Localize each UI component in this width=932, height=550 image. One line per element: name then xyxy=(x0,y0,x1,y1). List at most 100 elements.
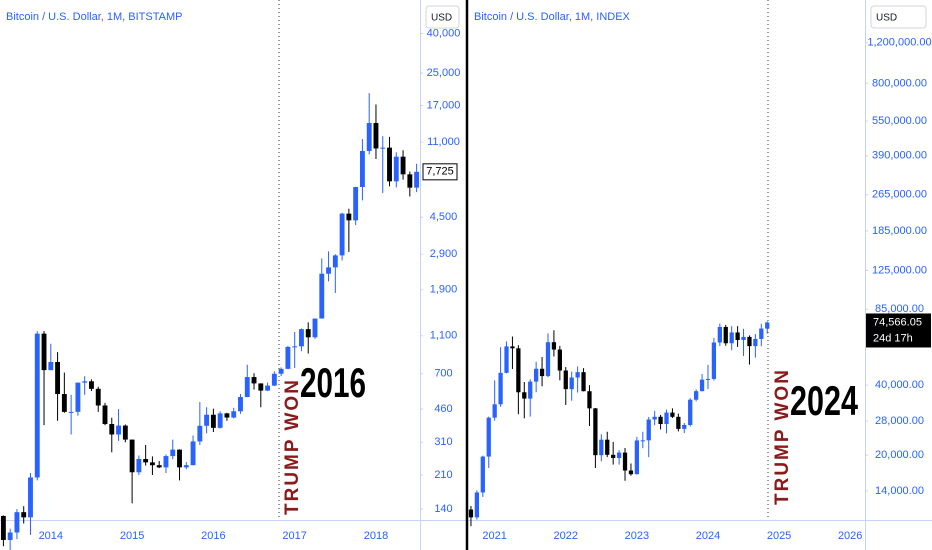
candle-body xyxy=(156,465,162,468)
candle-body xyxy=(163,456,169,468)
candle-body xyxy=(658,416,663,425)
candle-body xyxy=(504,346,509,373)
x-tick-label: 2025 xyxy=(767,530,791,542)
candle-body xyxy=(516,348,521,393)
candle-body xyxy=(129,439,135,473)
y-tick-label: 460 xyxy=(434,403,452,415)
candle-body xyxy=(373,123,379,149)
candle-body xyxy=(326,267,331,274)
candle-body xyxy=(75,382,81,412)
candle-body xyxy=(68,411,74,413)
x-tick-label: 2015 xyxy=(120,530,144,542)
candle-body xyxy=(628,470,634,475)
candle-body xyxy=(244,377,250,397)
y-tick-label: 1,900 xyxy=(430,284,458,296)
year-annotation: 2024 xyxy=(790,377,858,424)
candle-body xyxy=(534,368,539,382)
candle-body xyxy=(353,186,359,221)
candle-body xyxy=(299,329,304,347)
y-tick-label: 14,000.00 xyxy=(875,485,924,497)
candle-body xyxy=(224,413,230,418)
candle-body xyxy=(407,174,413,188)
x-tick-label: 2021 xyxy=(482,530,506,542)
y-tick-label: 390,000.00 xyxy=(872,150,927,162)
y-tick-label: 210 xyxy=(434,469,452,481)
x-tick-label: 2022 xyxy=(554,530,578,542)
candle-body xyxy=(593,408,598,456)
candle-body xyxy=(682,424,687,429)
currency-label: USD xyxy=(876,13,897,24)
candle-body xyxy=(61,394,67,412)
candle-body xyxy=(109,424,115,435)
candle-body xyxy=(149,462,155,466)
candle-body xyxy=(670,412,675,417)
candle-body xyxy=(539,368,545,377)
candle-body xyxy=(278,368,284,374)
candle-body xyxy=(753,338,758,347)
candle-body xyxy=(640,440,645,442)
candle-body xyxy=(271,373,277,386)
candle-body xyxy=(498,372,503,405)
x-tick-label: 2023 xyxy=(625,530,649,542)
candle-body xyxy=(765,322,770,329)
candle-body xyxy=(122,425,128,440)
annotation: TRUMP WON xyxy=(772,368,793,505)
candle-body xyxy=(741,336,746,340)
candle-body xyxy=(676,416,681,429)
candle-body xyxy=(693,391,699,400)
price-label: 74,566.05 xyxy=(873,316,922,328)
candle-body xyxy=(136,459,142,473)
candle-body xyxy=(563,370,568,390)
candle-body xyxy=(177,449,182,468)
candle-body xyxy=(28,477,33,518)
currency-label: USD xyxy=(431,13,452,24)
y-tick-label: 2,900 xyxy=(430,248,458,260)
candle-body xyxy=(0,515,6,540)
candle-body xyxy=(480,456,485,493)
candle-body xyxy=(599,439,604,456)
y-tick-label: 550,000.00 xyxy=(872,115,927,127)
y-tick-label: 25,000 xyxy=(427,67,461,79)
x-tick-label: 2016 xyxy=(201,530,225,542)
y-tick-label: 40,000 xyxy=(427,27,461,39)
candle-body xyxy=(622,452,628,471)
candle-body xyxy=(359,150,365,187)
chart-title: Bitcoin / U.S. Dollar, 1M, INDEX xyxy=(474,11,631,23)
candle-body xyxy=(581,372,586,392)
candle-body xyxy=(312,318,318,338)
candle-body xyxy=(380,147,386,149)
y-tick-label: 310 xyxy=(434,436,452,448)
candle-body xyxy=(285,346,291,369)
candle-body xyxy=(393,156,399,182)
y-tick-label: 17,000 xyxy=(427,99,461,111)
y-tick-label: 1,100 xyxy=(430,330,458,342)
year-annotation: 2016 xyxy=(300,359,366,406)
candle-body xyxy=(717,326,722,343)
price-label-box xyxy=(422,163,458,181)
candle-body xyxy=(522,392,527,399)
candle-body xyxy=(652,416,657,420)
candle-body xyxy=(387,147,392,182)
y-tick-label: 28,000.00 xyxy=(875,415,924,427)
candle-body xyxy=(190,441,196,466)
candle-body xyxy=(95,388,101,406)
candle-body xyxy=(468,509,474,518)
candle-body xyxy=(210,414,216,428)
candle-body xyxy=(486,417,491,457)
candle-body xyxy=(759,328,764,339)
candle-body xyxy=(238,396,243,412)
candle-body xyxy=(170,449,176,457)
candle-body xyxy=(366,123,372,151)
candle-body xyxy=(41,333,47,371)
candle-body xyxy=(339,213,345,256)
candle-body xyxy=(14,512,20,533)
x-tick-label: 2018 xyxy=(364,530,388,542)
y-tick-label: 700 xyxy=(434,368,452,380)
candle-body xyxy=(735,332,740,340)
candle-body xyxy=(510,346,515,349)
candle-body xyxy=(34,333,40,478)
y-tick-label: 800,000.00 xyxy=(872,77,927,89)
candle-body xyxy=(7,532,13,540)
candle-body xyxy=(217,413,223,428)
